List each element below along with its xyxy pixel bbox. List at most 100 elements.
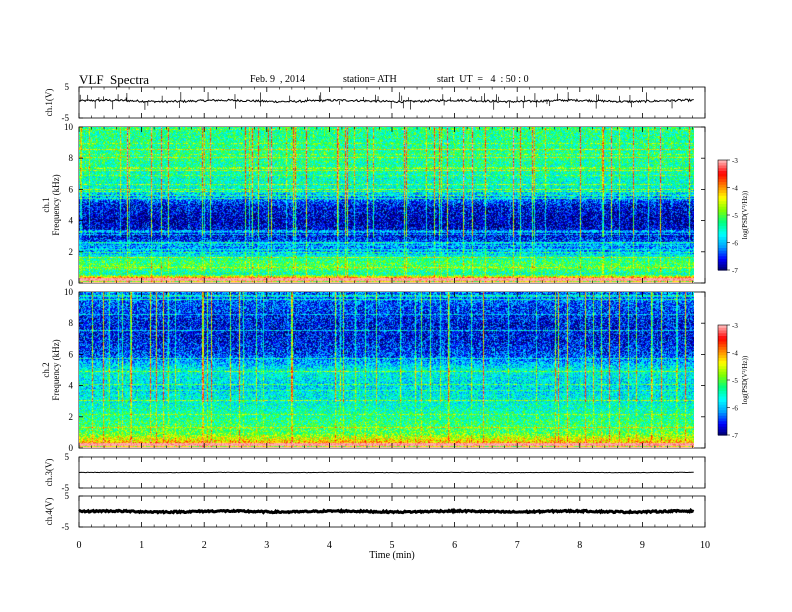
x-tick-label: 2 xyxy=(202,540,207,551)
colorbar-segment xyxy=(718,402,727,406)
colorbar-tick-label: -6 xyxy=(732,405,738,413)
colorbar-segment xyxy=(718,212,727,216)
ch2-spectrogram-ylabel: Frequency (kHz) xyxy=(51,339,61,400)
colorbar-segment xyxy=(718,429,727,433)
figure-title: VLF Spectra xyxy=(79,72,150,87)
ch4-waveform-ylabel: ch.4(V) xyxy=(44,498,54,526)
colorbar-segment xyxy=(718,234,727,238)
colorbar-segment xyxy=(718,333,727,337)
start-time-label: start UT = 4 : 50 : 0 xyxy=(437,74,529,85)
colorbar-segment xyxy=(718,217,727,222)
ch3-waveform-ytick-label: 5 xyxy=(65,452,70,462)
colorbar-tick-label: -7 xyxy=(732,432,738,440)
colorbar-segment xyxy=(718,407,727,411)
colorbar-segment xyxy=(718,360,727,365)
colorbar-segment xyxy=(718,399,727,403)
colorbar-segment xyxy=(718,338,727,343)
colorbar-segment xyxy=(718,366,727,370)
colorbar-segment xyxy=(718,168,727,172)
colorbar-segment xyxy=(718,371,727,376)
colorbar-segment xyxy=(718,162,727,167)
ch1-spectrogram-ylabel: Frequency (kHz) xyxy=(51,174,61,235)
colorbar-segment xyxy=(718,184,727,189)
colorbar-segment xyxy=(718,391,727,395)
colorbar-segment xyxy=(718,374,727,378)
colorbar-segment xyxy=(718,369,727,373)
colorbar-segment xyxy=(718,187,727,191)
colorbar-segment xyxy=(718,237,727,241)
colorbar-segment xyxy=(718,182,727,186)
ch1-spectrogram-ytick-label: 6 xyxy=(69,184,74,194)
colorbar-segment xyxy=(718,380,727,384)
colorbar-tick-label: -5 xyxy=(732,212,738,220)
colorbar-segment xyxy=(718,355,727,359)
colorbar-segment xyxy=(718,204,727,208)
ch4-waveform-ytick-label: -5 xyxy=(62,522,70,532)
ch3-waveform-ylabel: ch.3(V) xyxy=(44,459,54,487)
colorbar-segment xyxy=(718,190,727,194)
x-tick-label: 0 xyxy=(77,540,82,551)
colorbar-segment xyxy=(718,201,727,205)
x-tick-label: 3 xyxy=(264,540,269,551)
x-tick-label: 9 xyxy=(640,540,645,551)
colorbar-segment xyxy=(718,223,727,227)
colorbar-segment xyxy=(718,347,727,351)
colorbar-segment xyxy=(718,198,727,202)
x-axis-label: Time (min) xyxy=(369,550,414,561)
colorbar-segment xyxy=(718,341,727,345)
ch3-waveform-ytick-label: -5 xyxy=(62,483,70,493)
colorbar-segment xyxy=(718,160,727,164)
colorbar-segment xyxy=(718,352,727,356)
colorbar-segment xyxy=(718,432,727,436)
colorbar-segment xyxy=(718,193,727,197)
colorbar-segment xyxy=(718,325,727,329)
colorbar-segment xyxy=(718,256,727,260)
colorbar-segment xyxy=(718,330,727,334)
colorbar-segment xyxy=(718,418,727,422)
colorbar-segment xyxy=(718,388,727,392)
ch1-spectrogram-ytick-label: 10 xyxy=(64,122,74,132)
ch2-spectrogram-ytick-label: 10 xyxy=(64,287,74,297)
colorbar-segment xyxy=(718,239,727,244)
colorbar-segment xyxy=(718,261,727,266)
colorbar-segment xyxy=(718,413,727,417)
x-tick-label: 6 xyxy=(452,540,457,551)
colorbar-segment xyxy=(718,250,727,255)
ch1-spectrogram-ytick-label: 0 xyxy=(69,278,74,288)
colorbar-segment xyxy=(718,206,727,211)
colorbar-segment xyxy=(718,327,727,332)
x-tick-label: 8 xyxy=(577,540,582,551)
ch2-spectrogram-channel-label: ch.2 xyxy=(41,362,51,377)
ch1-waveform-trace xyxy=(78,98,694,104)
colorbar-tick-label: -7 xyxy=(732,267,738,275)
colorbar-segment xyxy=(718,349,727,354)
ch2-spectrogram-ytick-label: 0 xyxy=(69,443,74,453)
colorbar-tick-label: -3 xyxy=(732,322,738,330)
colorbar-segment xyxy=(718,245,727,249)
colorbar-tick-label: -6 xyxy=(732,240,738,248)
colorbar-segment xyxy=(718,410,727,414)
colorbar-tick-label: -5 xyxy=(732,377,738,385)
colorbar-label: log(PSD(V²/Hz)) xyxy=(741,190,749,239)
colorbar-segment xyxy=(718,165,727,169)
date-label: Feb. 9 , 2014 xyxy=(250,74,305,85)
colorbar-segment xyxy=(718,396,727,400)
colorbar-label: log(PSD(V²/Hz)) xyxy=(741,355,749,404)
colorbar-segment xyxy=(718,231,727,235)
x-tick-label: 7 xyxy=(515,540,520,551)
colorbar-segment xyxy=(718,358,727,362)
colorbar-segment xyxy=(718,421,727,425)
colorbar-segment xyxy=(718,385,727,389)
ch2-spectrogram-ytick-label: 4 xyxy=(69,381,74,391)
colorbar-tick-label: -3 xyxy=(732,157,738,165)
colorbar-segment xyxy=(718,264,727,268)
colorbar-segment xyxy=(718,415,727,420)
colorbar-segment xyxy=(718,377,727,381)
colorbar-segment xyxy=(718,382,727,387)
colorbar-segment xyxy=(718,226,727,230)
ch2-spectrogram-ytick-label: 6 xyxy=(69,349,74,359)
ch1-waveform-ytick-label: 5 xyxy=(65,82,70,92)
colorbar-segment xyxy=(718,242,727,246)
colorbar-segment xyxy=(718,363,727,367)
ch4-waveform-trace xyxy=(78,507,695,515)
